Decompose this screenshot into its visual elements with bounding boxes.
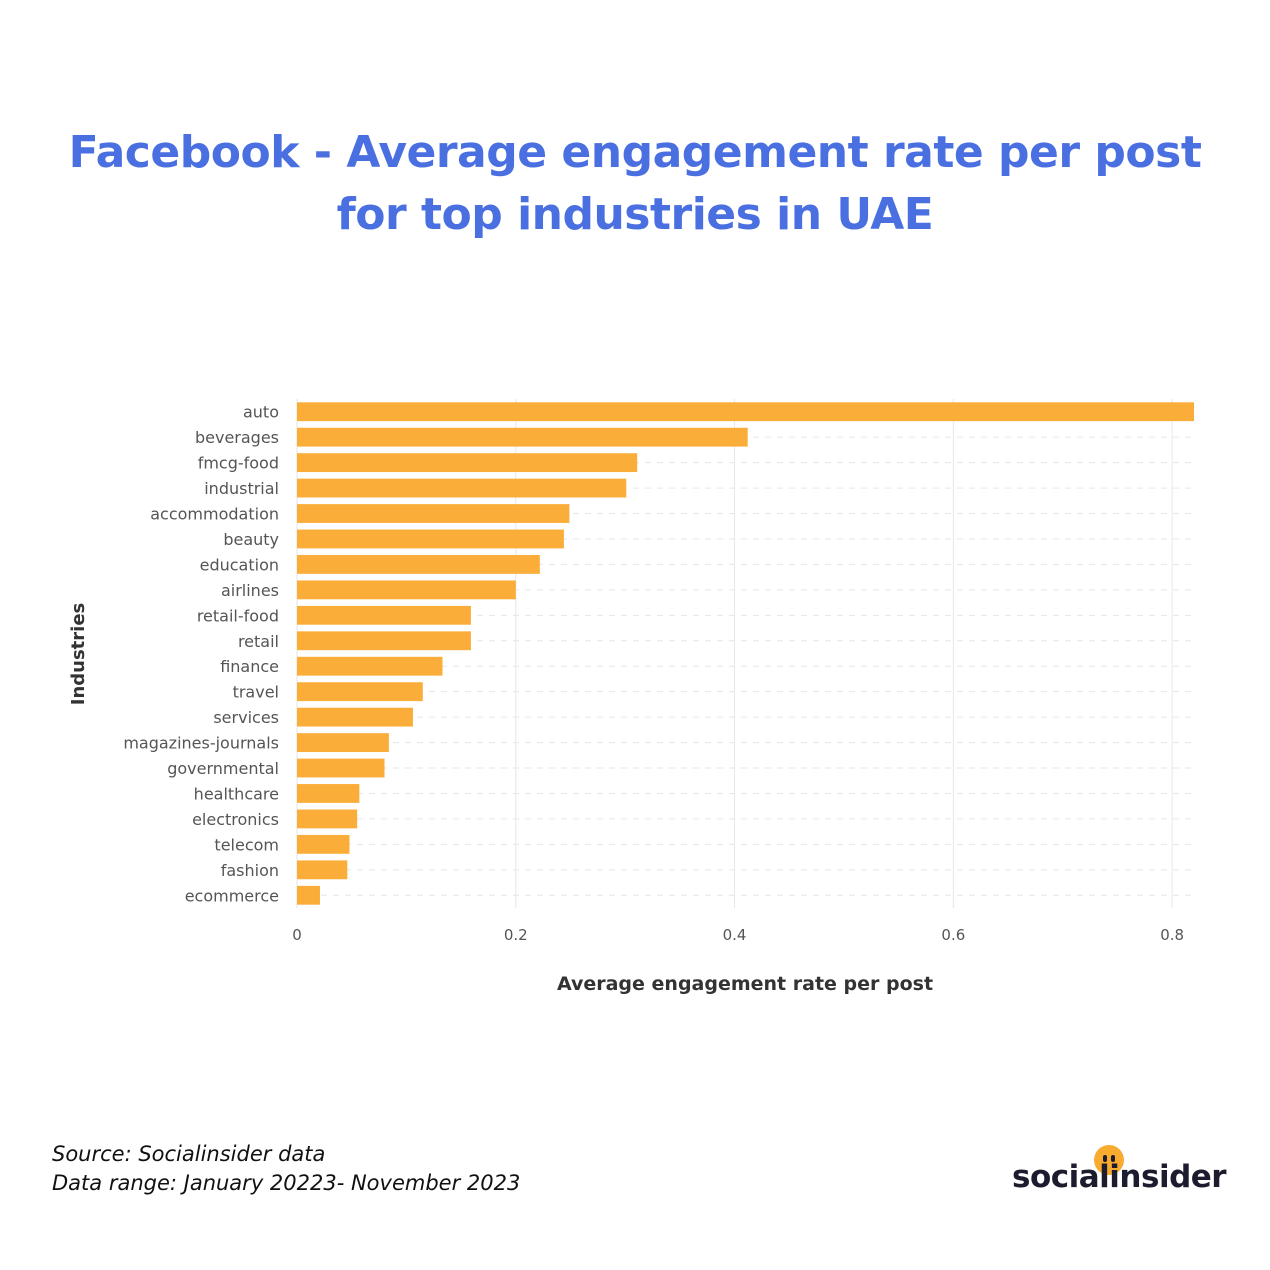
x-tick-label: 0 [292, 926, 302, 944]
y-tick-label-finance: finance [220, 657, 279, 676]
bar-airlines [297, 580, 516, 600]
source-text: Source: Socialinsider data [52, 1142, 326, 1166]
y-tick-label-beauty: beauty [223, 530, 279, 549]
bar-healthcare [297, 784, 360, 803]
y-tick-label-fmcg-food: fmcg-food [198, 454, 279, 473]
y-tick-label-travel: travel [233, 683, 279, 702]
bar-beverages [297, 427, 748, 447]
bar-telecom [297, 834, 350, 854]
chart-title-line-1: Facebook - Average engagement rate per p… [68, 127, 1202, 178]
bar-magazines-journals [297, 733, 389, 752]
bar-electronics [297, 809, 358, 829]
y-tick-labels: auto beverages fmcg-food industrial accommod… [123, 403, 279, 906]
bar-services [297, 707, 413, 727]
bars [297, 402, 1194, 905]
bar-education [297, 555, 540, 574]
data-range-text: Data range: January 20223- November 2023 [52, 1171, 521, 1195]
bar-chart: auto beverages fmcg-food industrial accommod… [68, 399, 1194, 995]
chart-title-line-2: for top industries in UAE [336, 189, 934, 240]
y-tick-label-services: services [213, 708, 279, 727]
bar-beauty [297, 529, 564, 549]
y-tick-label-beverages: beverages [195, 428, 279, 447]
y-tick-label-industrial: industrial [204, 479, 279, 498]
y-tick-label-fashion: fashion [221, 861, 279, 880]
y-tick-label-governmental: governmental [167, 759, 279, 778]
bar-retail [297, 631, 471, 651]
y-tick-label-retail-food: retail-food [197, 606, 279, 625]
bar-governmental [297, 758, 385, 778]
y-axis-label: Industries [68, 603, 89, 706]
bar-travel [297, 682, 423, 702]
y-tick-label-education: education [200, 555, 279, 574]
x-axis-label: Average engagement rate per post [557, 973, 933, 995]
grid-lines [296, 399, 1194, 908]
y-tick-label-magazines-journals: magazines-journals [123, 734, 279, 753]
logo-dot-icon [1094, 1145, 1124, 1175]
y-tick-label-accommodation: accommodation [150, 505, 279, 524]
logo-text: socialinsider [1012, 1159, 1227, 1195]
y-tick-label-healthcare: healthcare [194, 784, 279, 803]
y-tick-label-retail: retail [238, 632, 279, 651]
y-tick-label-airlines: airlines [221, 581, 279, 600]
bar-accommodation [297, 504, 570, 523]
x-tick-label: 0.4 [723, 926, 747, 944]
x-tick-labels: 0 0.2 0.4 0.6 0.8 [292, 926, 1184, 944]
footer-source: Source: Socialinsider data Data range: J… [52, 1140, 520, 1198]
y-tick-label-auto: auto [243, 403, 279, 422]
bar-retail-food [297, 605, 471, 625]
chart-title: Facebook - Average engagement rate per p… [0, 122, 1270, 246]
bar-fmcg-food [297, 453, 638, 473]
bar-auto [297, 402, 1194, 422]
bar-fashion [297, 860, 348, 880]
x-tick-label: 0.6 [941, 926, 965, 944]
x-tick-label: 0.2 [504, 926, 528, 944]
bar-ecommerce [297, 885, 320, 905]
y-tick-label-telecom: telecom [214, 835, 279, 854]
bar-finance [297, 656, 443, 676]
bar-industrial [297, 478, 627, 498]
y-tick-label-ecommerce: ecommerce [185, 886, 279, 905]
socialinsider-logo: socialinsider [1012, 1145, 1227, 1205]
y-tick-label-electronics: electronics [192, 810, 279, 829]
x-tick-label: 0.8 [1160, 926, 1184, 944]
